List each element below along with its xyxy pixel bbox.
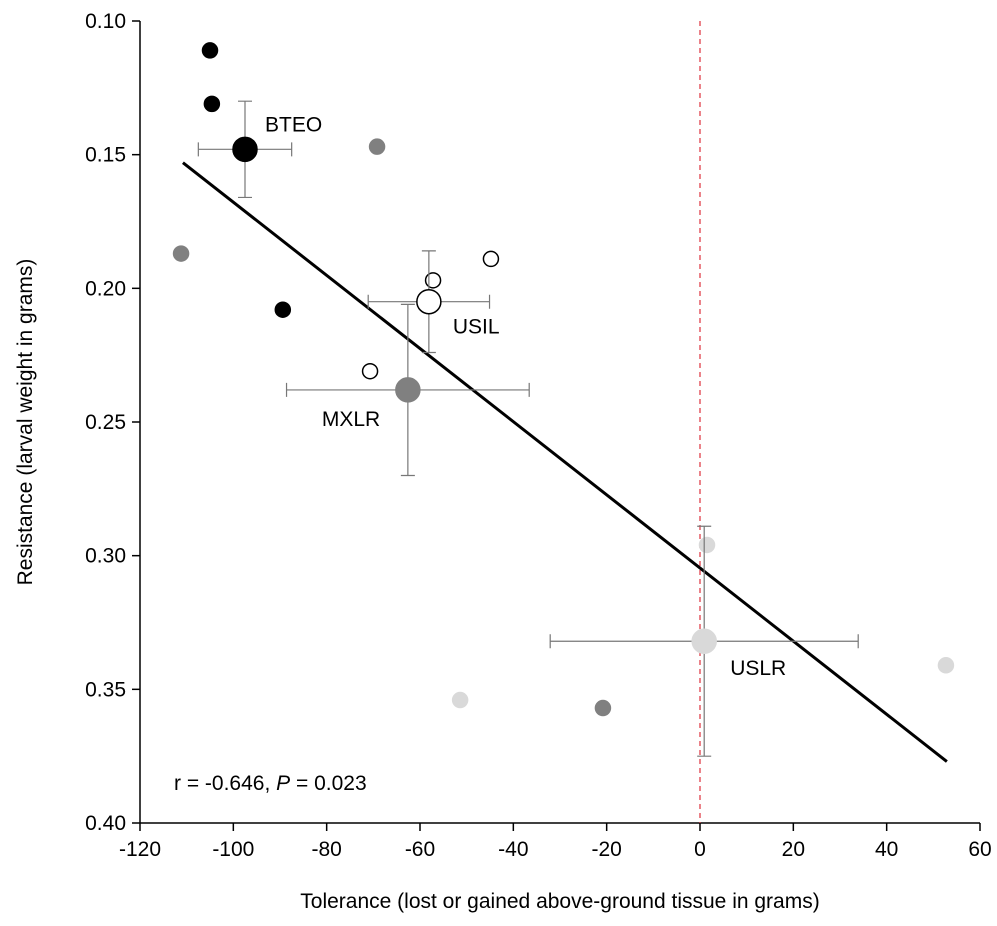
x-tick-label: 20	[782, 838, 805, 861]
annotation: r = -0.646, P = 0.023	[174, 772, 367, 795]
point	[203, 95, 221, 113]
annotation-text: r = -0.646,	[174, 772, 276, 795]
point	[424, 272, 442, 289]
point	[361, 362, 379, 380]
x-tick-label: 60	[968, 838, 991, 861]
y-tick-label: 0.35	[85, 678, 126, 701]
x-axis-label: Tolerance (lost or gained above-ground t…	[300, 890, 819, 913]
y-tick-label: 0.10	[85, 10, 126, 33]
x-tick-label: -80	[311, 838, 341, 861]
mean-point	[416, 288, 442, 315]
x-tick-label: -60	[405, 838, 435, 861]
point	[274, 301, 292, 318]
y-axis-label: Resistance (larval weight in grams)	[14, 259, 37, 586]
point	[937, 657, 955, 674]
x-tick-label: -120	[119, 838, 161, 861]
x-tick-label: 40	[875, 838, 898, 861]
mean-label: USIL	[453, 316, 500, 339]
y-tick-label: 0.40	[85, 812, 126, 835]
point	[698, 536, 716, 554]
y-tick-label: 0.15	[85, 144, 126, 167]
point	[594, 699, 612, 717]
point	[201, 42, 219, 59]
mean-label: BTEO	[265, 113, 322, 136]
y-tick-label: 0.30	[85, 545, 126, 568]
y-tick-label: 0.25	[85, 411, 126, 434]
x-tick-label: -40	[498, 838, 528, 861]
y-tick-label: 0.20	[85, 277, 126, 300]
point	[368, 138, 386, 155]
x-tick-label: 0	[694, 838, 706, 861]
annotation-text: P	[276, 772, 290, 795]
point	[482, 250, 500, 268]
mean-point	[691, 628, 717, 654]
fit-line	[182, 161, 948, 763]
mean-label: MXLR	[322, 408, 380, 431]
x-tick-label: -100	[212, 838, 254, 861]
annotation-text: = 0.023	[290, 772, 366, 795]
mean-label: USLR	[730, 657, 786, 680]
point	[451, 691, 469, 709]
mean-point	[395, 377, 421, 403]
x-tick-label: -20	[591, 838, 621, 861]
mean-point	[232, 136, 258, 163]
point	[172, 245, 190, 262]
